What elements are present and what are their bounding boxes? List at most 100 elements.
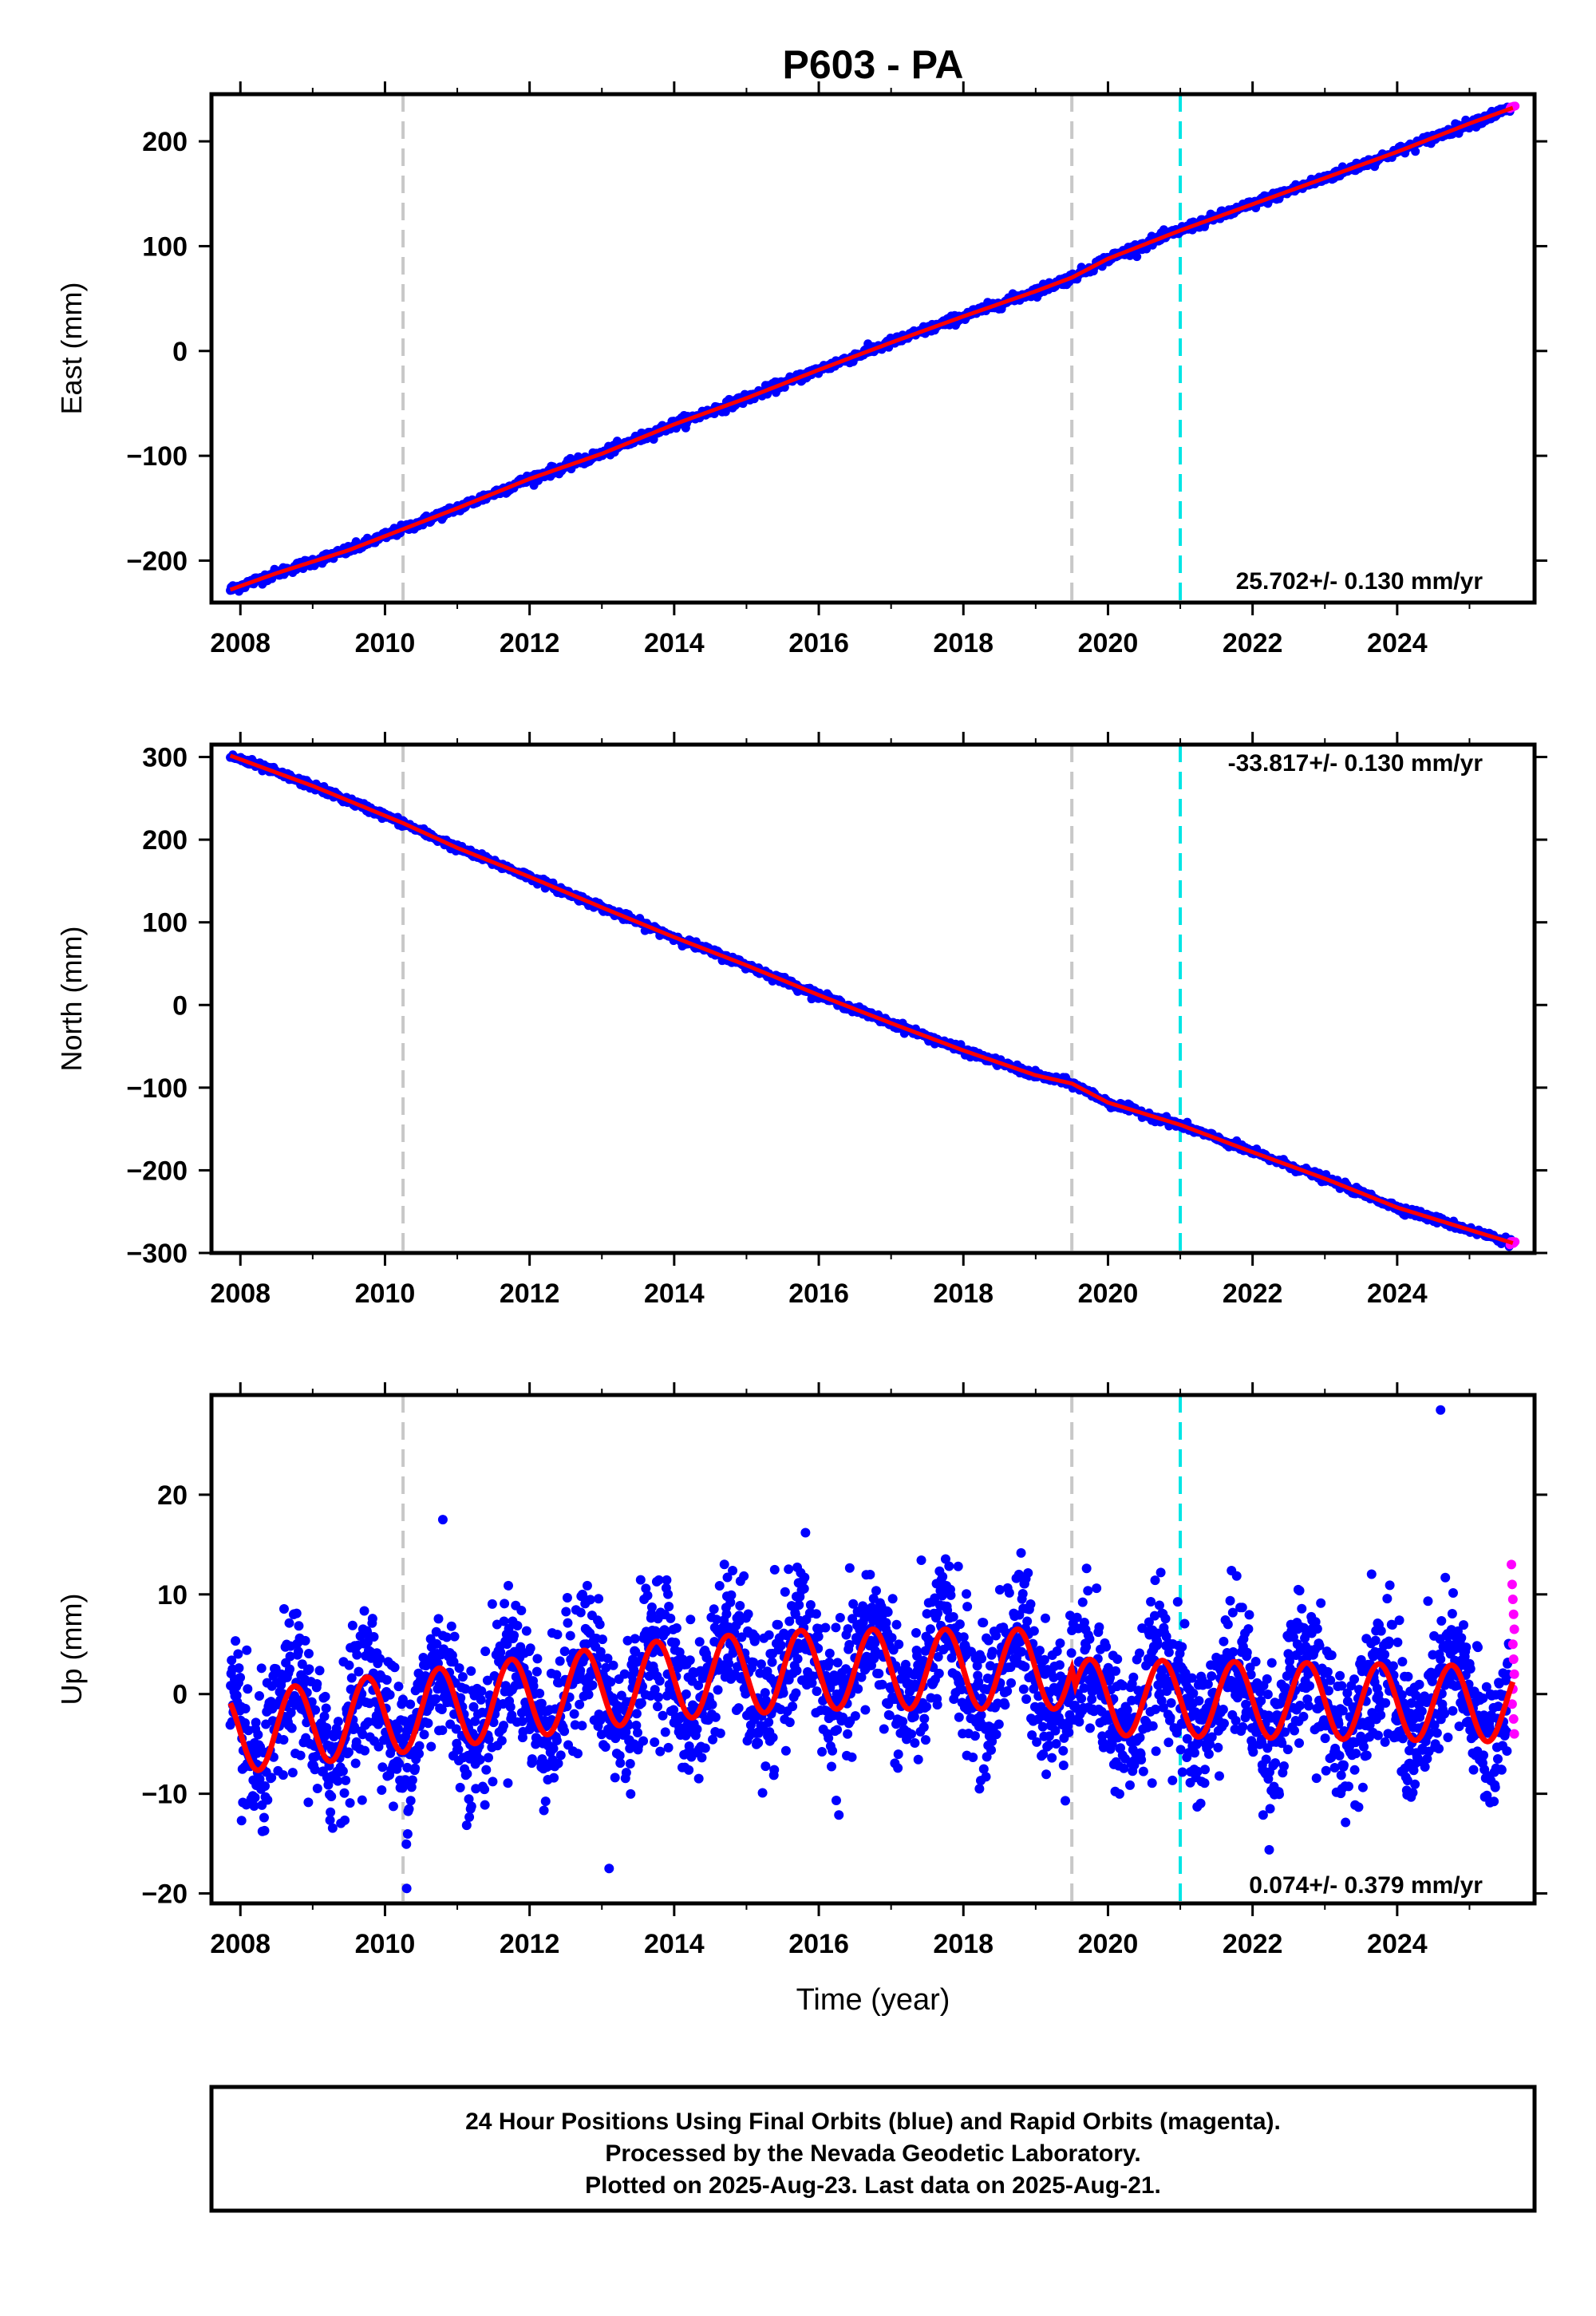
final-orbit-point — [433, 1614, 444, 1624]
y-tick-label: 100 — [142, 908, 188, 939]
final-orbit-point — [437, 1725, 448, 1735]
final-orbit-point — [405, 1796, 416, 1806]
x-tick-label: 2022 — [1223, 628, 1283, 658]
final-orbit-point — [1004, 1587, 1014, 1598]
model-fit-line — [229, 105, 1514, 592]
final-orbit-point — [286, 1723, 297, 1733]
final-orbit-point — [780, 1745, 791, 1756]
final-orbit-point — [480, 1784, 490, 1795]
final-orbit-point — [575, 1607, 586, 1618]
final-orbit-point — [312, 1678, 322, 1689]
final-orbit-point — [834, 1810, 844, 1820]
final-orbit-point — [303, 1648, 314, 1658]
final-orbit-point — [559, 1726, 570, 1737]
final-orbit-point — [354, 1666, 364, 1677]
final-orbit-point — [824, 1658, 835, 1668]
final-orbit-point — [402, 1829, 413, 1840]
final-orbit-point — [410, 1763, 421, 1773]
final-orbit-point — [824, 1648, 835, 1658]
final-orbit-point — [326, 1807, 336, 1817]
final-orbit-point — [314, 1666, 325, 1676]
final-orbit-point — [340, 1815, 350, 1825]
final-orbit-point — [887, 1594, 898, 1604]
final-orbit-point — [646, 1602, 657, 1612]
final-orbit-point — [242, 1645, 252, 1655]
final-orbit-point — [707, 1699, 717, 1709]
final-orbit-point — [654, 1692, 664, 1702]
final-orbit-point — [509, 1630, 519, 1641]
panel-1: 2008 2010 2012 2014 2016 2018 2020 2022 2024−200… — [55, 81, 1547, 658]
final-orbit-point — [743, 1609, 753, 1619]
final-orbit-point — [666, 1613, 676, 1623]
final-orbit-point — [879, 1724, 889, 1734]
final-orbit-point — [481, 1765, 492, 1775]
final-orbit-point — [962, 1589, 972, 1599]
final-orbit-point — [1021, 1694, 1032, 1704]
final-orbit-point — [499, 1721, 509, 1731]
final-orbit-point — [615, 1758, 626, 1769]
final-orbit-point — [540, 1796, 551, 1807]
final-orbit-point — [684, 1765, 694, 1775]
x-tick-label: 2012 — [500, 1279, 560, 1309]
panels: 2008 2010 2012 2014 2016 2018 2020 2022 2024−200… — [55, 81, 1547, 1959]
y-tick-label: 300 — [142, 743, 188, 773]
final-orbit-point — [871, 1586, 881, 1596]
final-orbit-point — [359, 1606, 369, 1616]
y-tick-label: 0 — [172, 990, 188, 1021]
y-tick-label: 100 — [142, 231, 188, 262]
final-orbit-point — [250, 1792, 260, 1803]
final-orbit-point — [850, 1711, 860, 1721]
final-orbit-point — [847, 1752, 857, 1762]
final-orbit-point — [341, 1775, 351, 1785]
x-tick-label: 2010 — [355, 628, 416, 658]
final-orbit-point — [561, 1607, 571, 1617]
final-orbit-point — [655, 1746, 666, 1757]
final-orbit-point — [303, 1797, 314, 1808]
y-tick-label: 200 — [142, 127, 188, 157]
final-orbit-point — [1000, 1700, 1010, 1710]
final-orbit-point — [393, 1724, 403, 1734]
final-orbit-point — [658, 1710, 668, 1721]
y-axis-label: North (mm) — [55, 927, 88, 1072]
final-orbit-point — [426, 1741, 437, 1752]
y-axis-label: East (mm) — [55, 283, 88, 415]
final-orbit-point — [874, 1668, 884, 1678]
final-orbit-point — [475, 1754, 485, 1765]
final-orbit-point — [608, 1660, 618, 1670]
final-orbit-point — [694, 1637, 705, 1647]
final-orbit-point — [670, 1638, 681, 1648]
final-orbit-point — [377, 1785, 387, 1796]
y-tick-label: −200 — [126, 546, 188, 576]
final-orbit-point — [784, 1717, 795, 1728]
final-orbit-point — [977, 1654, 987, 1664]
final-orbit-point — [865, 1570, 875, 1580]
final-orbit-point — [569, 1709, 579, 1719]
final-orbit-point — [918, 1722, 929, 1733]
final-orbit-point — [600, 1741, 610, 1752]
final-orbit-point — [259, 1825, 270, 1836]
final-orbit-point — [764, 1717, 774, 1727]
final-orbit-point — [405, 1699, 416, 1709]
x-tick-label: 2022 — [1223, 1279, 1283, 1309]
final-orbit-point — [357, 1795, 367, 1805]
final-orbit-point — [844, 1563, 855, 1573]
velocity-label: 25.702+/- 0.130 mm/yr — [1236, 568, 1483, 595]
final-orbit-point — [521, 1626, 531, 1636]
final-orbit-point — [312, 1784, 322, 1794]
final-orbit-point — [575, 1699, 585, 1709]
final-orbit-point — [910, 1738, 920, 1749]
final-orbit-point — [253, 1729, 263, 1740]
final-orbit-point — [812, 1686, 822, 1697]
final-orbit-point — [791, 1688, 801, 1698]
final-orbit-point — [635, 1575, 646, 1585]
final-orbit-point — [393, 1682, 404, 1692]
final-orbit-point — [638, 1736, 649, 1746]
final-orbit-point — [1018, 1684, 1029, 1694]
final-orbit-point — [767, 1657, 777, 1667]
final-orbit-point — [285, 1664, 295, 1674]
final-orbit-point — [344, 1660, 354, 1670]
final-orbit-point — [831, 1622, 841, 1633]
final-orbit-point — [551, 1735, 562, 1745]
final-orbit-point — [606, 1677, 616, 1687]
final-orbit-point — [662, 1575, 672, 1585]
